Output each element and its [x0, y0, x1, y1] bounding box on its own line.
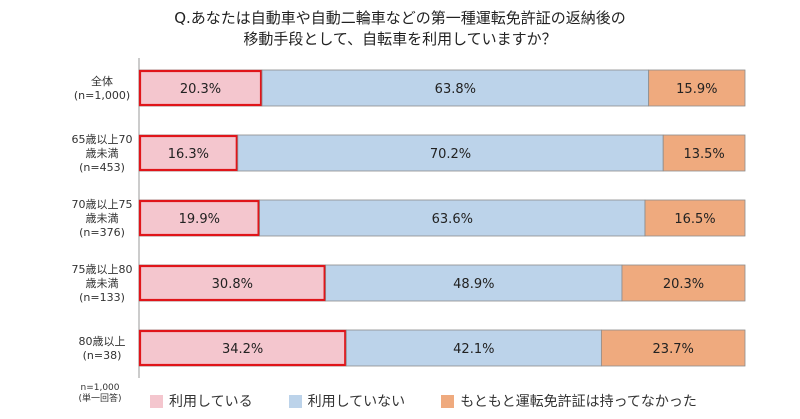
category-label: 全体(n=1,000)	[74, 74, 130, 102]
bar-segment-not-using	[345, 329, 602, 367]
data-label: 23.7%	[653, 342, 694, 357]
data-label: 15.9%	[676, 82, 717, 97]
bar-segment-no-license	[621, 264, 746, 302]
category-label-line: (n=376)	[79, 226, 125, 239]
bar-segment-using	[138, 69, 263, 107]
category-label-line: 全体	[91, 74, 113, 88]
bar-segment-not-using	[259, 199, 646, 237]
bar-segment-not-using	[237, 134, 664, 172]
category-label-line: 65歳以上70	[72, 133, 133, 146]
category-label-line: 70歳以上75	[72, 198, 133, 211]
category-label-line: (n=1,000)	[74, 89, 130, 102]
chart-title-line-1: Q.あなたは自動車や自動二輪車などの第一種運転免許証の返納後の	[174, 9, 626, 27]
chart-title: Q.あなたは自動車や自動二輪車などの第一種運転免許証の返納後の 移動手段として、…	[0, 8, 800, 50]
category-label-line: 75歳以上80	[72, 263, 133, 276]
data-label: 20.3%	[663, 277, 704, 292]
highlight-frame	[138, 69, 263, 107]
category-label-line: 歳未満	[86, 277, 119, 290]
legend-swatch-not-using	[288, 394, 302, 408]
data-label: 63.8%	[435, 82, 476, 97]
stacked-bar-chart: 全体(n=1,000) 20.3% 63.8% 15.9%65歳以上70 歳未満(n=4…	[72, 58, 746, 378]
highlight-frame	[138, 199, 260, 237]
category-label: 70歳以上75 歳未満(n=376)	[72, 198, 133, 239]
answer-type-note: (単一回答)	[78, 394, 122, 404]
data-label: 20.3%	[180, 82, 221, 97]
legend-label-not-using: 利用していない	[307, 394, 406, 410]
data-label: 19.9%	[179, 212, 220, 227]
data-label: 13.5%	[683, 147, 724, 162]
bar-segment-no-license	[644, 199, 746, 237]
legend-item-not-using: 利用していない	[288, 391, 406, 411]
legend-swatch-no-license	[441, 394, 455, 408]
bar-segment-no-license	[662, 134, 746, 172]
highlight-frame	[138, 329, 347, 367]
legend-swatch-using	[150, 394, 163, 408]
data-label: 16.5%	[674, 212, 715, 227]
legend-label-using: 利用している	[169, 394, 253, 410]
data-label: 16.3%	[168, 147, 209, 162]
bar-segment-no-license	[648, 69, 746, 107]
category-label: 80歳以上(n=38)	[79, 335, 126, 362]
bar-segment-not-using	[325, 264, 623, 302]
category-label-line: (n=133)	[79, 291, 125, 304]
legend-item-using: 利用している	[150, 391, 253, 411]
data-label: 42.1%	[453, 342, 494, 357]
highlight-frame	[138, 264, 326, 302]
category-label-line: (n=38)	[83, 349, 122, 362]
legend-label-no-license: もともと運転免許証は持ってなかった	[460, 394, 697, 410]
category-label-line: (n=453)	[79, 161, 125, 174]
chart-title-line-2: 移動手段として、自転車を利用していますか？	[243, 30, 557, 48]
category-label: 65歳以上70 歳未満(n=453)	[72, 133, 133, 174]
legend-item-no-license: もともと運転免許証は持ってなかった	[441, 391, 697, 411]
data-label: 70.2%	[430, 147, 471, 162]
data-label: 48.9%	[453, 277, 494, 292]
data-label: 34.2%	[222, 342, 263, 357]
highlight-frame	[138, 134, 238, 172]
data-label: 63.6%	[432, 212, 473, 227]
data-label: 30.8%	[212, 277, 253, 292]
sample-notes: n=1,000 (単一回答)	[60, 383, 140, 405]
category-label-line: 歳未満	[86, 212, 119, 225]
category-label-line: 歳未満	[86, 147, 119, 160]
category-label: 75歳以上80 歳未満(n=133)	[72, 263, 133, 304]
category-label-line: 80歳以上	[79, 335, 126, 348]
sample-size-note: n=1,000	[80, 383, 120, 393]
chart-legend: 利用している 利用していない もともと運転免許証は持ってなかった	[150, 391, 733, 411]
bar-segment-no-license	[600, 329, 746, 367]
